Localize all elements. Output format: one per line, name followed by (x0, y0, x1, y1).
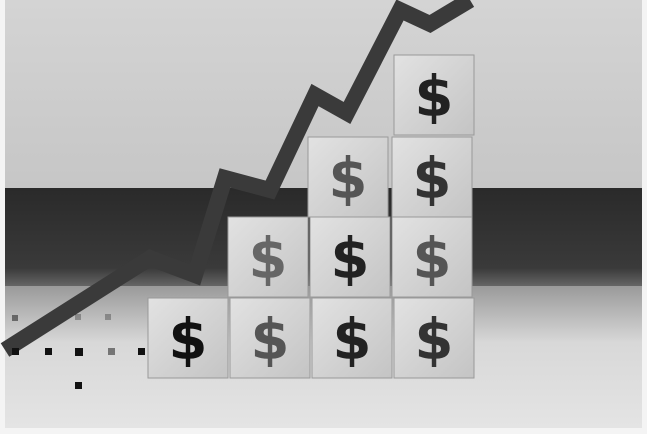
dollar-sign: $ (249, 227, 288, 292)
photo: $ $ $ $ $ $ $ $ $ $ (0, 0, 647, 434)
block: $ (230, 298, 310, 378)
block: $ (312, 298, 392, 378)
dollar-sign: $ (413, 147, 452, 212)
dollar-sign: $ (333, 308, 372, 373)
block: $ (394, 298, 474, 378)
block: $ (310, 217, 390, 297)
block: $ (394, 55, 474, 135)
dollar-sign: $ (169, 308, 208, 373)
block: $ (392, 137, 472, 217)
dollar-sign: $ (329, 147, 368, 212)
dollar-sign: $ (415, 308, 454, 373)
block: $ (392, 217, 472, 297)
block: $ (148, 298, 228, 378)
block: $ (308, 137, 388, 217)
dollar-sign: $ (413, 227, 452, 292)
dollar-sign: $ (251, 308, 290, 373)
dollar-sign: $ (415, 65, 454, 130)
block: $ (228, 217, 308, 297)
dollar-sign: $ (331, 227, 370, 292)
